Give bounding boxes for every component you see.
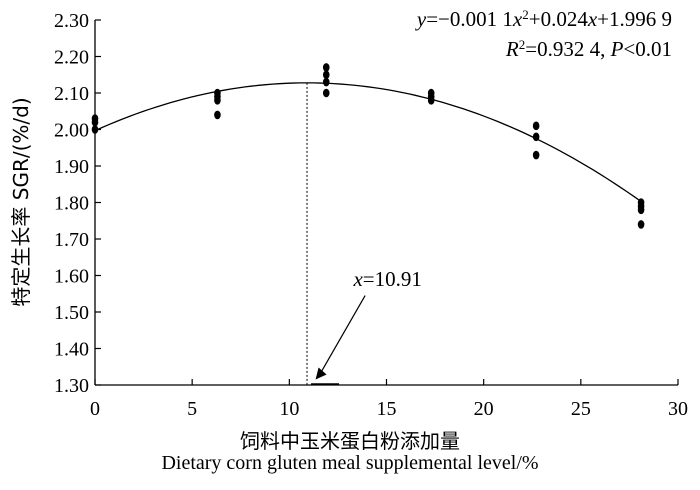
tick-marks [94, 19, 679, 386]
x-tick-label: 25 [571, 398, 591, 420]
y-tick-label: 2.10 [54, 83, 89, 105]
y-tick-label: 1.50 [54, 302, 89, 324]
data-point [214, 88, 221, 98]
x-tick-label: 30 [668, 398, 688, 420]
y-tick-label: 1.90 [54, 156, 89, 178]
optimum-arrow-line [318, 295, 366, 377]
y-tick-label: 2.30 [54, 10, 89, 32]
x-tick-label: 20 [474, 398, 494, 420]
data-point [532, 121, 540, 131]
x-tick-label: 0 [90, 398, 100, 420]
y-tick-label: 1.30 [54, 375, 89, 397]
x-tick-label: 10 [279, 398, 299, 420]
data-points [91, 63, 645, 229]
data-point [532, 132, 540, 142]
axes [94, 20, 678, 386]
x-tick-label: 5 [187, 398, 197, 420]
x-axis-title-chinese: 饲料中玉米蛋白粉添加量 [240, 429, 460, 453]
data-point [322, 70, 330, 80]
y-tick-label: 1.70 [54, 229, 89, 251]
data-point [322, 63, 330, 72]
data-point [322, 77, 330, 87]
data-point [91, 114, 99, 123]
data-point [427, 88, 435, 98]
y-tick-label: 1.80 [54, 193, 89, 215]
y-tick-label: 2.00 [54, 120, 89, 142]
equation-line: y=−0.001 1x2+0.024x+1.996 9 [415, 7, 672, 32]
data-point [637, 220, 645, 229]
fit-curve [94, 82, 642, 203]
data-point [637, 198, 645, 207]
tick-labels: 1.30 1.40 1.50 1.60 1.70 1.80 1.90 2.00 2.10 2.20… [54, 10, 688, 420]
x-axis-title-english: Dietary corn gluten meal supplemental le… [161, 452, 539, 474]
r-squared-line: R2=0.932 4, P<0.01 [505, 37, 672, 62]
fit-curve-path [94, 82, 642, 203]
optimum-annotation: x=10.91 [306, 82, 422, 385]
y-tick-label: 2.20 [54, 47, 89, 69]
optimum-arrowhead [315, 367, 327, 380]
x-tick-label: 15 [377, 398, 397, 420]
y-axis-title: 特定生长率 SGR/(%/d) [9, 97, 33, 306]
data-point [532, 150, 540, 160]
y-tick-label: 1.60 [54, 266, 89, 288]
data-point [214, 110, 221, 120]
data-point [91, 125, 99, 134]
data-point [322, 88, 330, 98]
y-tick-label: 1.40 [54, 339, 89, 361]
optimum-label: x=10.91 [352, 267, 421, 291]
